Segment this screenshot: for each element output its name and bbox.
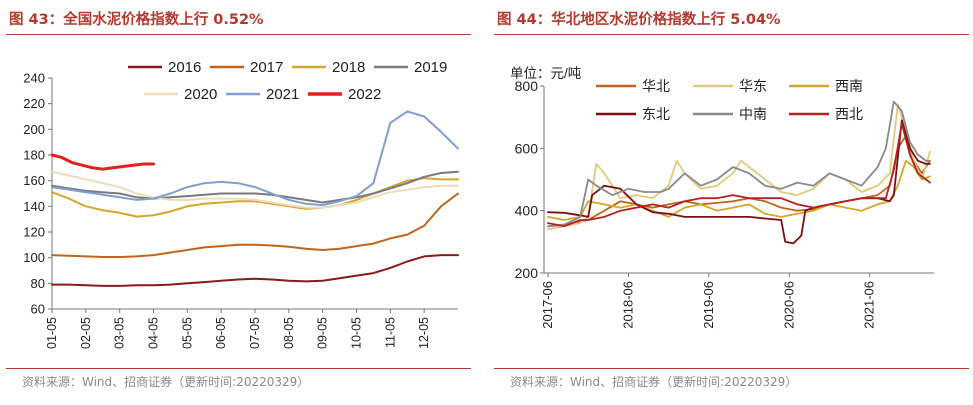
left-y-tick-label: 100 — [23, 250, 45, 265]
right-x-tick-label: 2019-06 — [701, 281, 716, 329]
right-series-中南 — [547, 100, 931, 228]
left-x-tick-label: 07-05 — [248, 317, 262, 349]
left-series-2017 — [51, 192, 459, 258]
left-x-tick-label: 11-05 — [383, 317, 397, 348]
right-y-tick-label: 400 — [515, 203, 539, 219]
left-y-tick-label: 80 — [31, 276, 45, 291]
left-legend-label-2017: 2017 — [250, 59, 283, 76]
right-y-tick-label: 600 — [515, 140, 539, 156]
left-x-tick-label: 02-05 — [79, 317, 93, 349]
right-title-rule — [494, 34, 969, 35]
left-x-tick-label: 04-05 — [147, 317, 161, 349]
right-x-tick-label: 2020-06 — [781, 281, 796, 329]
right-chart: 200 400 600 800 2017-06 2018-06 2019-06 2020-06… — [510, 66, 934, 329]
left-series-2019 — [51, 170, 459, 204]
left-y-tick-label: 180 — [23, 148, 45, 163]
right-x-tick-label: 2017-06 — [540, 281, 555, 329]
right-legend-label-西北: 西北 — [835, 106, 863, 122]
right-figure-title: 图 44：华北地区水泥价格指数上行 5.04% — [497, 12, 781, 28]
right-source: 资料来源：Wind、招商证券（更新时间:20220329） — [510, 375, 798, 389]
left-source-rule — [6, 368, 471, 369]
left-legend-label-2021: 2021 — [266, 86, 299, 103]
left-x-tick-label: 09-05 — [316, 317, 330, 349]
right-x-tick-label: 2018-06 — [620, 281, 635, 329]
left-x-tick-label: 01-05 — [45, 317, 59, 349]
right-y-tick-label: 200 — [515, 265, 539, 281]
left-y-tick-label: 200 — [23, 122, 45, 137]
left-panel: 图 43：全国水泥价格指数上行 0.52% 60 80 100 120 140 160 18… — [0, 0, 475, 405]
left-source: 资料来源：Wind、招商证券（更新时间:20220329） — [22, 375, 310, 389]
left-x-tick-label: 12-05 — [417, 317, 431, 349]
right-series-西北 — [547, 122, 931, 228]
left-series-2018 — [51, 177, 459, 218]
left-y-tick-label: 160 — [23, 173, 45, 188]
left-legend-label-2018: 2018 — [332, 59, 365, 76]
left-y-tick-label: 220 — [23, 96, 45, 111]
left-x-tick-label: 10-05 — [350, 317, 364, 349]
left-series-2022 — [50, 153, 155, 171]
right-series-华北 — [547, 134, 931, 228]
left-y-tick-label: 240 — [23, 71, 45, 86]
left-legend-label-2019: 2019 — [414, 59, 447, 76]
right-x-tick-label: 2021-06 — [862, 281, 877, 329]
left-legend-label-2020: 2020 — [184, 86, 217, 103]
left-title-rule — [6, 34, 471, 35]
left-series-2016 — [51, 254, 459, 287]
left-y-tick-label: 120 — [23, 225, 45, 240]
left-chart: 60 80 100 120 140 160 180 200 220 240 01-05 02-05 03… — [23, 59, 459, 349]
left-series-2021 — [51, 110, 459, 207]
right-legend-label-东北: 东北 — [642, 106, 670, 122]
left-y-tick-label: 140 — [23, 199, 45, 214]
right-y-tick-label: 800 — [515, 78, 539, 94]
left-x-tick-label: 06-05 — [214, 317, 228, 349]
left-x-tick-label: 05-05 — [180, 317, 194, 349]
left-x-tick-label: 03-05 — [113, 317, 127, 349]
left-figure-title: 图 43：全国水泥价格指数上行 0.52% — [9, 12, 264, 28]
left-x-tick-label: 08-05 — [282, 317, 296, 349]
left-y-tick-label: 60 — [31, 302, 45, 317]
right-legend-label-华东: 华东 — [739, 78, 767, 94]
right-series-华东 — [547, 103, 931, 231]
right-unit-label: 单位：元/吨 — [510, 66, 581, 81]
left-series-2020 — [51, 170, 459, 209]
right-legend-label-中南: 中南 — [739, 106, 767, 122]
right-legend-label-西南: 西南 — [835, 78, 863, 94]
right-legend-label-华北: 华北 — [642, 78, 670, 94]
left-legend-label-2022: 2022 — [348, 86, 381, 103]
right-panel: 图 44：华北地区水泥价格指数上行 5.04% 200 400 600 800 2017… — [488, 0, 973, 405]
right-source-rule — [494, 368, 969, 369]
left-legend-label-2016: 2016 — [168, 59, 201, 76]
right-series-东北 — [547, 119, 931, 245]
